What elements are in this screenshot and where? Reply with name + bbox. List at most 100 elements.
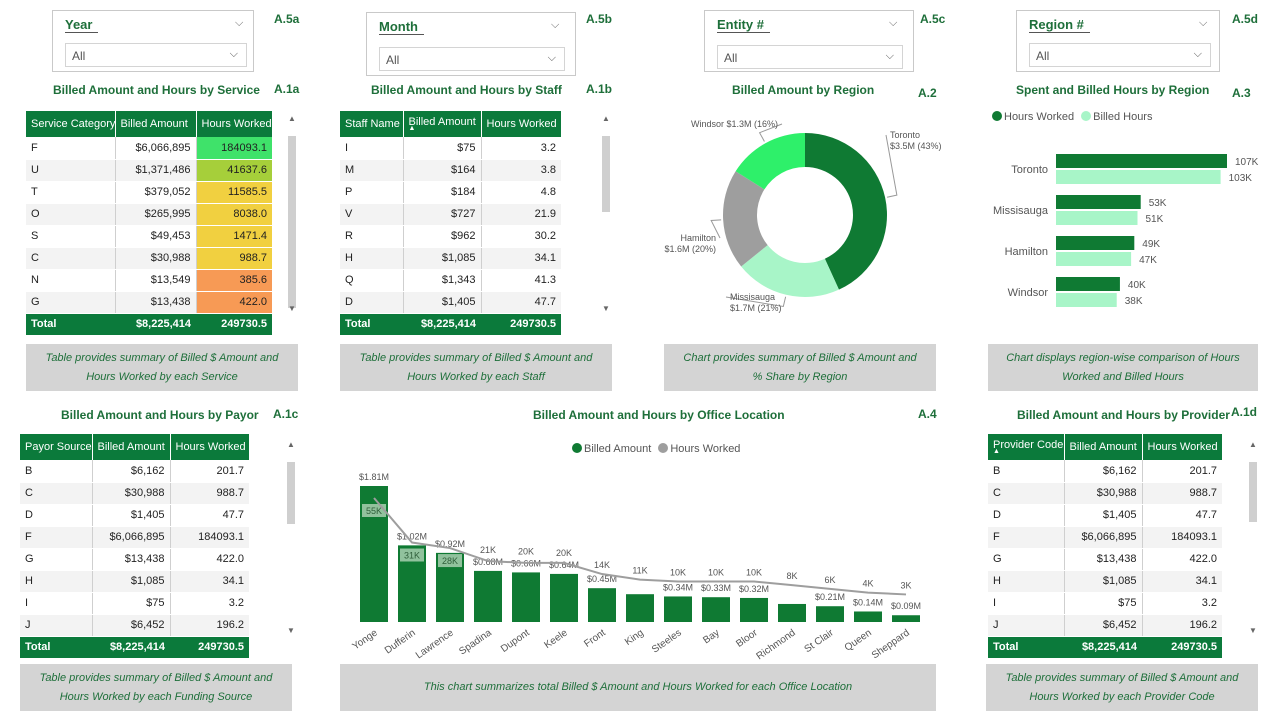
table-row[interactable]: G $13,438 422.0 — [26, 291, 272, 314]
table-row[interactable]: Q $1,343 41.3 — [340, 269, 561, 292]
table-row[interactable]: D $1,405 47.7 — [340, 291, 561, 314]
table-row[interactable]: F $6,066,895 184093.1 — [26, 137, 272, 160]
column-header[interactable]: Billed Amount — [92, 434, 171, 460]
bar-hours-worked[interactable] — [1056, 154, 1227, 168]
table-row[interactable]: B $6,162 201.7 — [988, 460, 1222, 483]
table-row[interactable]: H $1,085 34.1 — [20, 570, 249, 593]
scroll-thumb[interactable] — [287, 462, 295, 524]
column-header[interactable]: Hours Worked — [481, 111, 561, 137]
chevron-down-icon[interactable]: ⌵ — [889, 17, 898, 29]
region-dropdown[interactable]: All ⌵ — [1029, 43, 1211, 67]
hours-worked-cell: 988.7 — [1142, 482, 1222, 505]
bar-billed-amount[interactable] — [626, 594, 654, 622]
table-row[interactable]: C $30,988 988.7 — [988, 482, 1222, 505]
column-header[interactable]: Billed Amount — [1064, 434, 1143, 460]
table-row[interactable]: N $13,549 385.6 — [26, 269, 272, 292]
chevron-down-icon[interactable]: ⌵ — [551, 19, 560, 31]
year-dropdown[interactable]: All ⌵ — [65, 43, 247, 67]
table-row[interactable]: M $164 3.8 — [340, 159, 561, 182]
table-row[interactable]: G $13,438 422.0 — [988, 548, 1222, 571]
table-row[interactable]: F $6,066,895 184093.1 — [988, 526, 1222, 549]
provider-scrollbar[interactable]: ▲ ▼ — [1248, 440, 1258, 640]
table-row[interactable]: C $30,988 988.7 — [20, 482, 249, 505]
bar-hours-worked[interactable] — [1056, 195, 1141, 209]
chevron-down-icon[interactable]: ⌵ — [1199, 17, 1208, 29]
service-scrollbar[interactable]: ▲ ▼ — [287, 114, 297, 320]
column-header[interactable]: Hours Worked — [196, 111, 272, 137]
bar-billed-hours[interactable] — [1056, 170, 1221, 184]
bar-billed-hours[interactable] — [1056, 293, 1117, 307]
billed-amount-cell: $49,453 — [115, 225, 197, 248]
donut-slice-missisauga[interactable] — [741, 245, 839, 297]
bar-billed-amount[interactable] — [664, 596, 692, 622]
bar-hours-worked[interactable] — [1056, 277, 1120, 291]
bar-hours-worked[interactable] — [1056, 236, 1135, 250]
table-row[interactable]: O $265,995 8038.0 — [26, 203, 272, 226]
table-row[interactable]: U $1,371,486 41637.6 — [26, 159, 272, 182]
scroll-up-icon[interactable]: ▲ — [288, 114, 296, 123]
scroll-down-icon[interactable]: ▼ — [288, 304, 296, 313]
table-row[interactable]: J $6,452 196.2 — [20, 614, 249, 637]
bar-billed-amount[interactable] — [702, 597, 730, 622]
table-row[interactable]: D $1,405 47.7 — [20, 504, 249, 527]
column-header[interactable]: Service Category — [26, 111, 116, 137]
scroll-down-icon[interactable]: ▼ — [1249, 626, 1257, 635]
table-row[interactable]: H $1,085 34.1 — [988, 570, 1222, 593]
scroll-thumb[interactable] — [1249, 462, 1257, 522]
table-row[interactable]: D $1,405 47.7 — [988, 504, 1222, 527]
scroll-down-icon[interactable]: ▼ — [602, 304, 610, 313]
table-row[interactable]: I $75 3.2 — [20, 592, 249, 615]
scroll-thumb[interactable] — [288, 136, 296, 308]
staff-scrollbar[interactable]: ▲ ▼ — [601, 114, 611, 320]
total-label: Total — [340, 313, 403, 336]
hours-label-bg — [362, 504, 386, 517]
column-header-sorted[interactable]: Provider Code ▲ — [988, 434, 1065, 460]
column-header[interactable]: Hours Worked — [1142, 434, 1222, 460]
column-header[interactable]: Hours Worked — [170, 434, 249, 460]
scroll-up-icon[interactable]: ▲ — [287, 440, 295, 449]
bar-billed-hours[interactable] — [1056, 211, 1138, 225]
bar-billed-amount[interactable] — [512, 572, 540, 622]
payor-table: Payor Source Billed Amount Hours Worked … — [20, 434, 249, 659]
column-header[interactable]: Staff Name — [340, 111, 404, 137]
entity-dropdown[interactable]: All ⌵ — [717, 45, 903, 69]
donut-slice-windsor[interactable] — [735, 133, 805, 190]
column-header[interactable]: Billed Amount — [115, 111, 197, 137]
column-header[interactable]: Payor Source — [20, 434, 93, 460]
bar-billed-amount[interactable] — [474, 570, 502, 622]
donut-slice-hamilton[interactable] — [723, 171, 768, 267]
chevron-down-icon[interactable]: ⌵ — [235, 17, 244, 29]
table-row[interactable]: I $75 3.2 — [340, 137, 561, 160]
bar-billed-amount[interactable] — [778, 603, 806, 622]
table-row[interactable]: G $13,438 422.0 — [20, 548, 249, 571]
scroll-thumb[interactable] — [602, 136, 610, 212]
scroll-down-icon[interactable]: ▼ — [287, 626, 295, 635]
scroll-up-icon[interactable]: ▲ — [602, 114, 610, 123]
data-label: 47K — [1139, 255, 1157, 266]
bar-billed-amount[interactable] — [892, 615, 920, 622]
column-header-sorted[interactable]: Billed Amount ▲ — [403, 111, 482, 137]
table-row[interactable]: I $75 3.2 — [988, 592, 1222, 615]
table-row[interactable]: T $379,052 11585.5 — [26, 181, 272, 204]
table-row[interactable]: B $6,162 201.7 — [20, 460, 249, 483]
payor-scrollbar[interactable]: ▲ ▼ — [286, 440, 296, 640]
table-row[interactable]: R $962 30.2 — [340, 225, 561, 248]
month-dropdown[interactable]: All ⌵ — [379, 47, 565, 71]
bar-billed-hours[interactable] — [1056, 252, 1132, 266]
table-row[interactable]: F $6,066,895 184093.1 — [20, 526, 249, 549]
bar-billed-amount[interactable] — [740, 597, 768, 622]
table-row[interactable]: S $49,453 1471.4 — [26, 225, 272, 248]
bar-billed-amount[interactable] — [550, 573, 578, 622]
table-row[interactable]: C $30,988 988.7 — [26, 247, 272, 270]
table-row[interactable]: J $6,452 196.2 — [988, 614, 1222, 637]
bar-billed-amount[interactable] — [588, 588, 616, 622]
bar-billed-amount[interactable] — [854, 611, 882, 622]
table-row[interactable]: V $727 21.9 — [340, 203, 561, 226]
bar-billed-amount[interactable] — [816, 606, 844, 622]
donut-slice-toronto[interactable] — [805, 133, 887, 290]
scroll-up-icon[interactable]: ▲ — [1249, 440, 1257, 449]
table-row[interactable]: P $184 4.8 — [340, 181, 561, 204]
data-label: $0.09M — [891, 601, 921, 611]
data-label: $0.14M — [853, 597, 883, 607]
table-row[interactable]: H $1,085 34.1 — [340, 247, 561, 270]
